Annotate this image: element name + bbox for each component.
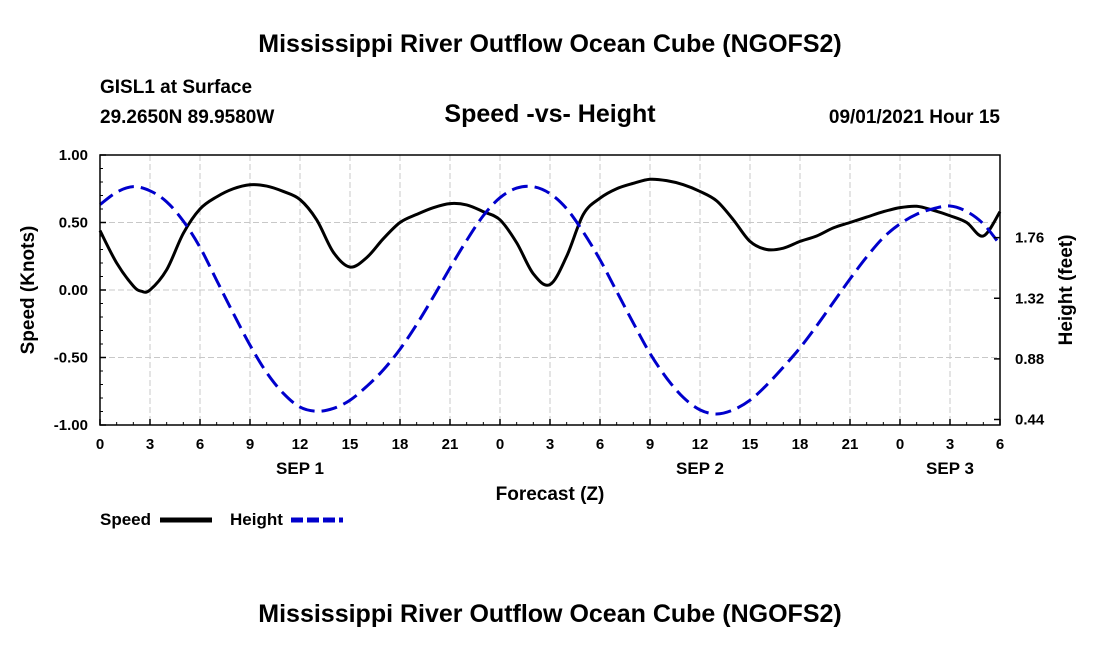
y2-tick-label: 0.44: [1015, 411, 1045, 428]
x-tick-label: 15: [742, 436, 759, 453]
y-tick-label: 1.00: [59, 147, 88, 164]
station-label: GISL1 at Surface: [100, 77, 253, 98]
y-axis-label: Speed (Knots): [18, 226, 39, 355]
coordinates-label: 29.2650N 89.9580W: [100, 107, 275, 128]
axis-ticks: 0 3 6 9 12 15 18 21 0 3 6 9 12 15 18 21 0 3 6 SEP 1 SEP 2 SEP…: [54, 147, 1045, 478]
date-label: SEP 2: [676, 459, 724, 478]
chart-subtitle: Speed -vs- Height: [444, 100, 656, 128]
y-tick-label: 0.50: [59, 215, 88, 232]
x-tick-label: 0: [496, 436, 504, 453]
chart-title: Mississippi River Outflow Ocean Cube (NG…: [258, 30, 842, 58]
x-tick-label: 0: [896, 436, 904, 453]
x-axis-label: Forecast (Z): [496, 484, 605, 505]
x-tick-label: 21: [442, 436, 459, 453]
x-tick-label: 9: [646, 436, 654, 453]
y-tick-label: 0.00: [59, 282, 88, 299]
grid-lines: [100, 155, 1000, 425]
x-tick-label: 9: [246, 436, 254, 453]
speed-series-line: [98, 177, 1002, 294]
footer-title: Mississippi River Outflow Ocean Cube (NG…: [258, 600, 842, 628]
series-lines: [98, 177, 1002, 416]
y2-tick-label: 0.88: [1015, 351, 1044, 368]
x-tick-label: 15: [342, 436, 359, 453]
legend-height-label: Height: [230, 510, 283, 529]
x-tick-label: 6: [996, 436, 1004, 453]
x-tick-label: 18: [792, 436, 809, 453]
y-tick-label: -1.00: [54, 417, 88, 434]
date-label: SEP 1: [276, 459, 324, 478]
x-tick-label: 3: [146, 436, 154, 453]
x-tick-label: 3: [546, 436, 554, 453]
y2-tick-label: 1.76: [1015, 230, 1044, 247]
legend: Speed Height: [100, 510, 343, 529]
x-tick-label: 3: [946, 436, 954, 453]
y2-tick-label: 1.32: [1015, 290, 1044, 307]
y-tick-label: -0.50: [54, 350, 88, 367]
x-tick-label: 12: [692, 436, 709, 453]
x-tick-label: 21: [842, 436, 859, 453]
x-tick-label: 6: [596, 436, 604, 453]
x-tick-label: 0: [96, 436, 104, 453]
x-tick-label: 12: [292, 436, 309, 453]
datetime-label: 09/01/2021 Hour 15: [828, 107, 1000, 128]
y2-axis-label: Height (feet): [1056, 235, 1077, 346]
x-tick-label: 6: [196, 436, 204, 453]
height-series-line: [99, 184, 1002, 416]
legend-speed-label: Speed: [100, 510, 151, 529]
x-tick-label: 18: [392, 436, 409, 453]
date-label: SEP 3: [926, 459, 974, 478]
